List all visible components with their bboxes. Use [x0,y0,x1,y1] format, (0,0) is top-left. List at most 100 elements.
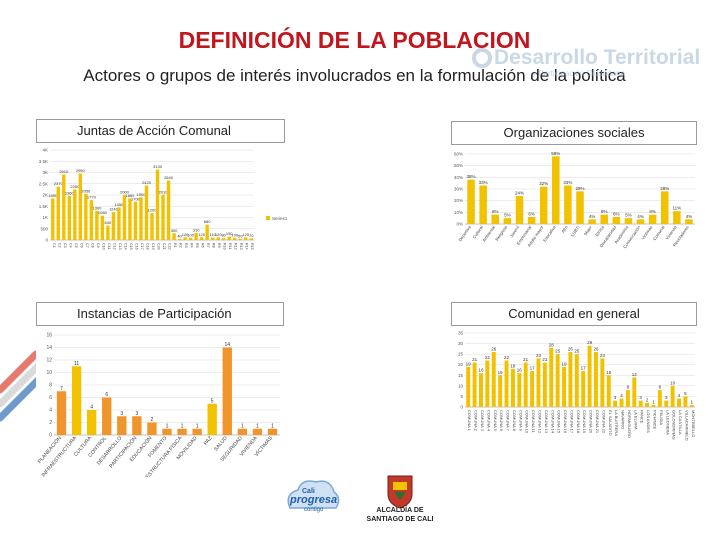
data-label: 1200 [148,208,158,213]
bar [564,185,572,224]
data-label: 1 [181,423,184,429]
y-tick-label: 30% [454,187,463,192]
category-label: R15 [250,243,254,250]
y-tick-label: 8 [49,383,52,389]
category-label: COMUNA 15 [557,410,562,434]
bar [227,236,231,240]
bar [71,366,82,435]
bar [632,377,637,407]
category-label: COMUNA 19 [582,410,587,434]
bar [613,400,618,407]
legend-swatch [266,216,270,220]
data-label: 6% [613,212,620,217]
y-tick-label: 1K [42,215,48,220]
bar [673,211,681,224]
data-label: 1 [256,423,259,429]
data-label: 5% [625,213,632,218]
data-label: 3130 [153,164,163,169]
y-tick-label: 20% [454,198,463,203]
bar [587,345,592,407]
category-label: R9 [217,243,221,248]
y-tick-label: 0 [460,405,463,410]
data-label: 17 [581,366,587,371]
bar [660,191,669,224]
category-label: COMUNA 6 [499,410,504,432]
bar [527,217,536,224]
bar [100,215,105,240]
bar [498,375,503,407]
category-label: COMUNA 9 [518,410,523,432]
y-tick-label: 6 [49,395,52,401]
data-label: 38% [467,174,476,179]
category-label: C14 [123,243,127,250]
y-tick-label: 35 [458,331,464,336]
category-label: Educativa [542,224,557,242]
bar [670,385,675,407]
data-label: 120 [215,232,222,237]
bar [244,237,248,240]
data-label: 8% [601,209,608,214]
category-label: C12 [112,243,116,250]
data-label: 4 [678,393,681,398]
y-tick-label: 2 [49,420,52,426]
data-label: 17 [530,366,536,371]
category-label: COMUNA 5 [493,410,498,432]
category-label: C8 [90,243,94,248]
data-label: 2640 [164,175,174,180]
data-label: 10 [670,380,676,385]
y-tick-label: 50% [454,163,463,168]
category-label: C21 [162,243,166,250]
data-label: 5 [211,398,214,404]
category-label: C1 [52,243,56,248]
category-label: R1 [173,243,177,248]
bar [252,428,263,435]
category-label: Afro [560,224,569,234]
bar [491,352,496,407]
y-tick-label: 4 [49,408,52,414]
y-tick-label: 10 [458,383,464,388]
bar [517,373,522,407]
alcaldia-text: ALCALDÍA DE SANTIAGO DE CALI [354,506,446,524]
category-label: COMUNA 10 [525,410,530,434]
category-label: C7 [85,243,89,248]
bar [162,428,172,435]
data-label: 2010 [159,189,169,194]
data-label: 28% [575,186,584,191]
data-label: 4% [686,214,693,219]
category-label: C9 [96,243,100,248]
category-label: Comunal [652,225,666,242]
bar [657,390,662,407]
bar [562,366,567,407]
category-label: VILLACARMELO [684,410,689,441]
category-label: HORMIGUERO [627,410,632,438]
category-label: COMUNA 20 [589,410,594,434]
data-label: 16 [517,368,523,373]
bar [132,416,142,435]
bar [117,207,121,240]
data-label: 11 [74,361,79,367]
category-label: C10 [101,243,105,250]
bar [683,396,688,407]
bar [106,225,110,240]
data-label: 16 [478,368,484,373]
data-label: 8% [492,209,499,214]
panel-label-org: Organizaciones sociales [451,121,697,145]
category-label: R2 [179,243,183,248]
category-label: R12 [234,243,238,250]
decorative-stripes-icon [0,350,40,422]
data-label: 680 [204,219,211,224]
data-label: 26 [593,347,599,352]
bar [237,428,248,435]
bar [491,214,500,224]
data-label: 26 [491,347,497,352]
chart-org-svg: 0%10%20%30%40%50%60%38%Deportiva33%Cultu… [454,151,695,249]
y-tick-label: 14 [46,345,52,351]
y-tick-label: 10% [454,210,463,215]
category-label: GOLONDRINAS [672,410,677,440]
bar [552,156,560,224]
data-label: 2000 [120,190,130,195]
bar [625,390,630,407]
y-tick-label: 2K [42,193,48,198]
category-label: C4 [68,243,72,248]
data-label: 310 [193,228,200,233]
